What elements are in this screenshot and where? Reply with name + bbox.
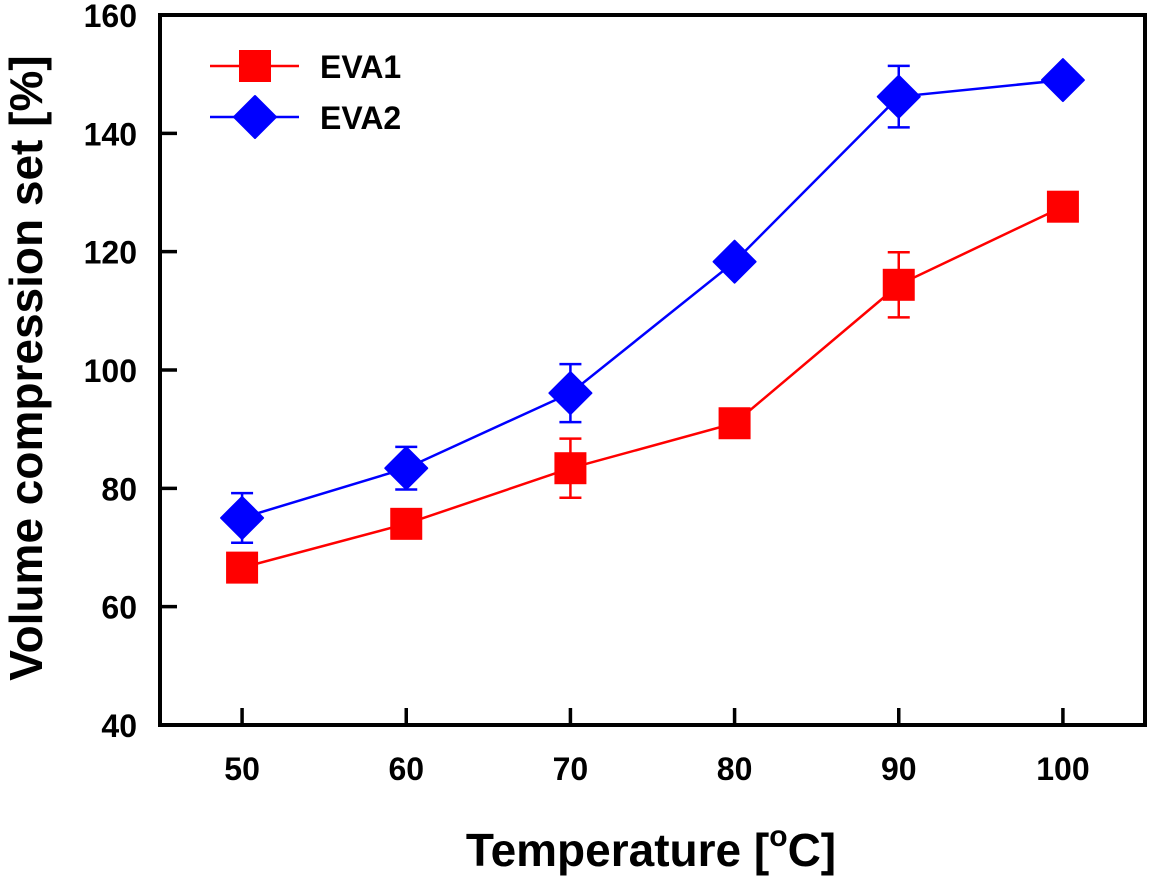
- legend-marker: [233, 95, 277, 139]
- data-point: [712, 239, 757, 284]
- x-tick-label: 50: [224, 751, 260, 787]
- data-point: [384, 446, 429, 491]
- x-tick-label: 70: [553, 751, 589, 787]
- legend: EVA1 EVA2: [210, 49, 401, 139]
- series-eva1: [226, 190, 1079, 584]
- legend-label: EVA2: [320, 100, 401, 136]
- legend-item-eva1: EVA1: [210, 49, 401, 85]
- y-tick-label: 60: [101, 590, 137, 626]
- y-tick-label: 120: [84, 235, 137, 271]
- y-tick-label: 100: [84, 353, 137, 389]
- plot-frame: [158, 13, 1147, 727]
- x-axis-label-degree: o: [769, 820, 787, 853]
- data-point: [548, 371, 593, 416]
- y-tick-label: 140: [84, 116, 137, 152]
- x-tick-label: 100: [1036, 751, 1089, 787]
- series-layer: [220, 58, 1085, 584]
- legend-marker: [239, 50, 271, 82]
- x-axis-label-suffix: C]: [788, 824, 837, 876]
- x-tick-label: 60: [388, 751, 424, 787]
- data-point: [882, 268, 915, 301]
- series-eva2: [220, 58, 1085, 545]
- x-tick-label: 90: [881, 751, 917, 787]
- data-point: [876, 74, 921, 119]
- legend-label: EVA1: [320, 49, 401, 85]
- data-point: [220, 495, 265, 540]
- series-line: [241, 205, 1064, 569]
- data-point: [718, 407, 751, 440]
- data-point: [226, 551, 259, 584]
- data-point: [1046, 190, 1079, 223]
- legend-item-eva2: EVA2: [210, 95, 401, 139]
- series-line: [241, 78, 1064, 520]
- data-point: [390, 507, 423, 540]
- y-tick-label: 40: [101, 708, 137, 744]
- y-tick-label: 80: [101, 471, 137, 507]
- x-axis: 50 60 70 80 90 100: [224, 708, 1090, 787]
- data-point: [554, 452, 587, 485]
- x-axis-label-prefix: Temperature [: [466, 824, 769, 876]
- y-axis-label: Volume compression set [%]: [0, 55, 52, 680]
- x-axis-label: Temperature [oC]: [466, 820, 836, 876]
- y-axis: 40 60 80 100 120 140 160: [84, 0, 177, 744]
- x-tick-label: 80: [717, 751, 753, 787]
- y-tick-label: 160: [84, 0, 137, 34]
- data-point: [1040, 58, 1085, 103]
